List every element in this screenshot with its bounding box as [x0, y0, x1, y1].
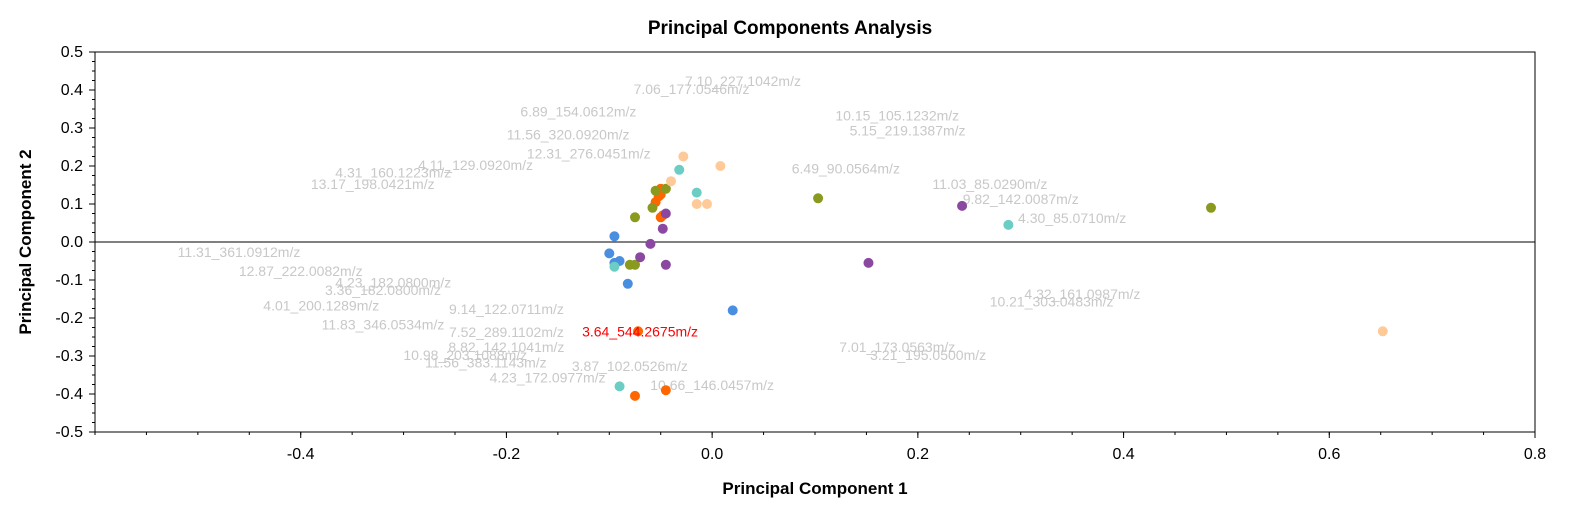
feature-label: 3.36_182.0800m/z [325, 282, 441, 298]
data-point [691, 199, 702, 209]
feature-label: 4.11_129.0920m/z [418, 157, 533, 173]
data-point [624, 259, 635, 270]
x-tick-label: 0.4 [1112, 446, 1134, 463]
x-tick-label: 0.6 [1318, 446, 1340, 463]
data-point [657, 223, 668, 234]
data-points [604, 151, 1388, 401]
data-point [660, 259, 671, 270]
feature-label: 13.17_198.0421m/z [311, 176, 435, 192]
y-tick-label: 0.5 [61, 44, 83, 61]
data-point [604, 248, 615, 259]
y-tick-label: -0.4 [55, 386, 83, 403]
data-point [630, 390, 640, 401]
feature-label: 6.89_154.0612m/z [520, 104, 636, 120]
feature-label: 7.01_173.0563m/z [839, 339, 955, 355]
feature-label: 12.87_222.0082m/z [239, 263, 363, 279]
x-tick-label: 0.0 [701, 446, 723, 463]
highlight-layer: 3.64_544.2675m/z [582, 323, 698, 339]
y-tick-label: 0.2 [61, 158, 83, 175]
data-point [660, 208, 671, 219]
data-point [1377, 326, 1388, 337]
feature-label: 8.82_142.1041m/z [448, 339, 564, 355]
feature-label: 12.31_276.0451m/z [527, 145, 651, 161]
data-point [630, 212, 640, 223]
x-tick-label: 0.2 [907, 446, 929, 463]
x-axis-title: Principal Component 1 [722, 479, 907, 498]
data-point [622, 278, 633, 289]
data-point [635, 252, 646, 263]
data-point [609, 231, 620, 242]
data-point [609, 261, 620, 272]
feature-label: 4.01_200.1289m/z [263, 297, 379, 313]
chart-title: Principal Components Analysis [648, 18, 932, 39]
feature-label: 11.83_346.0534m/z [322, 316, 445, 332]
y-tick-label: -0.1 [55, 272, 83, 289]
axis-ticks: -0.4 -0.2 0.0 0.2 0.4 0.6 0.8 0.5 0.4 0.3 0.2 0.1 0.… [55, 44, 1546, 463]
feature-label: 4.30_85.0710m/z [1018, 210, 1126, 226]
data-point [614, 381, 625, 392]
feature-label: 4.32_161.0987m/z [1024, 286, 1140, 302]
y-tick-label: -0.5 [55, 424, 83, 441]
data-point [650, 185, 661, 196]
data-point [691, 187, 702, 198]
data-point [1206, 202, 1216, 213]
feature-label: 11.31_361.0912m/z [178, 244, 301, 260]
feature-label: 5.15_219.1387m/z [850, 123, 966, 139]
feature-label: 11.56_320.0920m/z [507, 126, 630, 142]
data-point [813, 193, 824, 204]
feature-labels: 10.66_146.0457m/z 11.56_383.1143m/z 4.01_2… [178, 73, 1141, 393]
data-point [633, 326, 644, 337]
feature-label: 11.56_383.1143m/z [425, 354, 547, 370]
feature-label: 9.14_122.0711m/z [449, 301, 564, 317]
data-point [660, 385, 671, 396]
feature-label: 10.66_146.0457m/z [650, 377, 774, 393]
feature-label: 10.21_303.0483m/z [990, 294, 1114, 310]
data-point [674, 164, 685, 175]
y-axis-title: Principal Component 2 [16, 149, 35, 334]
feature-label: 4.23_182.0800m/z [335, 275, 451, 291]
feature-label: 6.49_90.0564m/z [792, 161, 900, 177]
data-point [863, 257, 874, 268]
feature-label: 4.31_160.1223m/z [335, 164, 451, 180]
x-tick-label: -0.4 [287, 446, 315, 463]
data-point [702, 199, 712, 209]
feature-label: 7.52_289.1102m/z [449, 324, 564, 340]
data-point [645, 238, 656, 249]
y-tick-label: 0.0 [61, 234, 83, 251]
data-point [666, 176, 676, 187]
y-tick-label: 0.4 [61, 82, 83, 99]
feature-label: 9.82_142.0087m/z [963, 191, 1079, 207]
data-point [715, 161, 726, 171]
feature-label: 3.87_102.0526m/z [572, 358, 688, 374]
data-point [647, 202, 658, 213]
feature-label: 3.21_195.0500m/z [870, 347, 986, 363]
y-tick-label: -0.3 [55, 348, 83, 365]
data-point [678, 151, 689, 162]
feature-label: 7.10_227.1042m/z [685, 73, 801, 89]
y-tick-label: -0.2 [55, 310, 83, 327]
highlighted-label: 3.64_544.2675m/z [582, 323, 698, 339]
y-tick-label: 0.3 [61, 120, 83, 137]
feature-label: 11.03_85.0290m/z [932, 176, 1047, 192]
x-tick-label: 0.8 [1524, 446, 1546, 463]
feature-label: 7.06_177.0546m/z [634, 81, 750, 97]
feature-label: 10.98_203.1088m/z [403, 347, 527, 363]
feature-label: 4.23_172.0977m/z [490, 370, 606, 386]
data-point [1003, 219, 1014, 230]
x-tick-label: -0.2 [493, 446, 521, 463]
data-point [660, 183, 671, 194]
data-point [957, 200, 968, 211]
feature-label: 10.15_105.1232m/z [835, 107, 959, 123]
y-tick-label: 0.1 [61, 196, 83, 213]
data-point [727, 305, 738, 316]
